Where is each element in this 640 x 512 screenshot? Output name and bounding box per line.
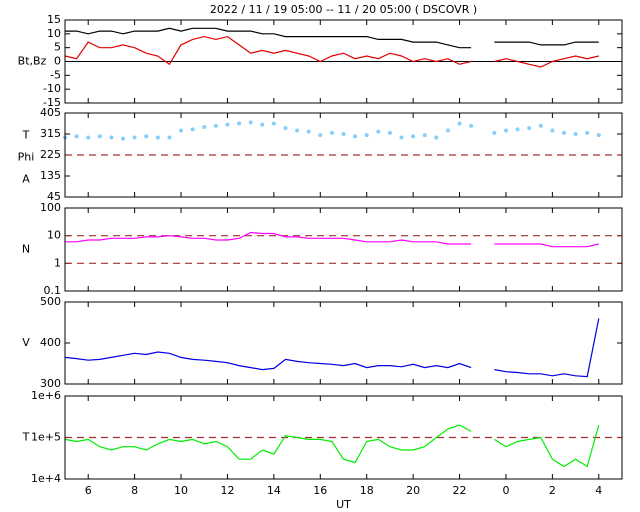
- point: [74, 134, 79, 139]
- y-tick-label: 400: [40, 336, 61, 349]
- point: [411, 134, 416, 139]
- series-line: [64, 35, 599, 68]
- panel-frame: [64, 19, 623, 104]
- point: [573, 132, 578, 136]
- point: [457, 121, 462, 126]
- y-tick-label: 5: [54, 41, 61, 54]
- point: [225, 122, 230, 127]
- point: [109, 135, 114, 140]
- point: [550, 128, 555, 133]
- point: [376, 129, 381, 134]
- point: [469, 123, 474, 128]
- point: [353, 134, 358, 139]
- panel-frame: [64, 207, 623, 292]
- point: [144, 134, 149, 139]
- x-tick-label: 6: [85, 484, 92, 497]
- point: [387, 130, 392, 135]
- point: [283, 126, 288, 131]
- y-tick-label: 1e+4: [31, 472, 61, 485]
- y-axis-label: T: [22, 431, 30, 444]
- y-tick-label: 300: [40, 377, 61, 390]
- y-tick-label: 1e+6: [31, 389, 61, 402]
- series-line: [65, 231, 599, 248]
- y-tick-label: 15: [47, 13, 61, 26]
- y-tick-label: -10: [43, 82, 61, 95]
- point: [422, 133, 427, 138]
- y-axis-label: Phi: [18, 151, 35, 164]
- point: [492, 130, 497, 135]
- panel-frame: [64, 301, 623, 385]
- point: [434, 135, 439, 140]
- x-tick-label: 18: [360, 484, 374, 497]
- point: [295, 128, 300, 133]
- panel-frame: [64, 112, 623, 198]
- y-tick-label: 500: [40, 295, 61, 308]
- y-tick-label: 10: [47, 229, 61, 242]
- point: [155, 135, 160, 140]
- series-line: [64, 318, 600, 378]
- x-tick-label: 4: [595, 484, 602, 497]
- x-axis-label: UT: [336, 498, 351, 511]
- y-tick-label: 0: [54, 55, 61, 68]
- x-tick-label: 16: [313, 484, 327, 497]
- chart-title: 2022 / 11 / 19 05:00 -- 11 / 20 05:00 ( …: [210, 3, 477, 16]
- y-axis-label: N: [22, 243, 30, 256]
- point: [237, 121, 242, 126]
- point: [179, 128, 184, 133]
- point: [271, 121, 276, 126]
- point: [399, 135, 404, 140]
- point: [167, 135, 172, 140]
- point: [596, 133, 601, 138]
- point: [503, 128, 508, 133]
- series-line: [64, 424, 600, 468]
- x-tick-label: 22: [453, 484, 467, 497]
- point: [585, 130, 590, 135]
- point: [561, 130, 566, 135]
- point: [538, 123, 543, 128]
- panel-frame: [64, 395, 623, 480]
- point: [260, 122, 265, 127]
- y-tick-label: 315: [40, 127, 61, 140]
- point: [306, 129, 311, 134]
- y-tick-label: 100: [40, 201, 61, 214]
- point: [341, 132, 346, 136]
- x-tick-label: 0: [502, 484, 509, 497]
- point: [97, 134, 102, 139]
- y-axis-label: Bt,Bz: [18, 55, 47, 68]
- point: [202, 125, 207, 129]
- point: [515, 127, 520, 132]
- y-tick-label: 1: [54, 256, 61, 269]
- y-axis-label: T: [22, 129, 30, 142]
- point: [213, 123, 218, 128]
- point: [527, 126, 532, 131]
- x-tick-label: 12: [220, 484, 234, 497]
- series-line: [65, 27, 599, 49]
- y-tick-label: 10: [47, 27, 61, 40]
- y-axis-label: A: [22, 172, 30, 185]
- y-tick-label: 225: [40, 148, 61, 161]
- point: [329, 130, 334, 135]
- x-tick-label: 14: [267, 484, 281, 497]
- point: [121, 136, 126, 141]
- point: [132, 135, 137, 140]
- y-tick-label: 0.1: [44, 284, 62, 297]
- point: [364, 133, 369, 138]
- x-tick-label: 20: [406, 484, 420, 497]
- y-tick-label: -5: [50, 68, 61, 81]
- y-tick-label: 135: [40, 169, 61, 182]
- y-tick-label: 1e+5: [31, 431, 61, 444]
- x-tick-label: 10: [174, 484, 188, 497]
- point: [190, 127, 195, 132]
- point: [86, 135, 91, 140]
- x-tick-label: 2: [549, 484, 556, 497]
- y-axis-label: V: [22, 336, 30, 349]
- y-tick-label: 405: [40, 106, 61, 119]
- point: [248, 120, 253, 125]
- x-tick-label: 8: [131, 484, 138, 497]
- y-tick-label: 45: [47, 190, 61, 203]
- y-tick-label: -15: [43, 96, 61, 109]
- point: [445, 128, 450, 133]
- point: [318, 133, 323, 138]
